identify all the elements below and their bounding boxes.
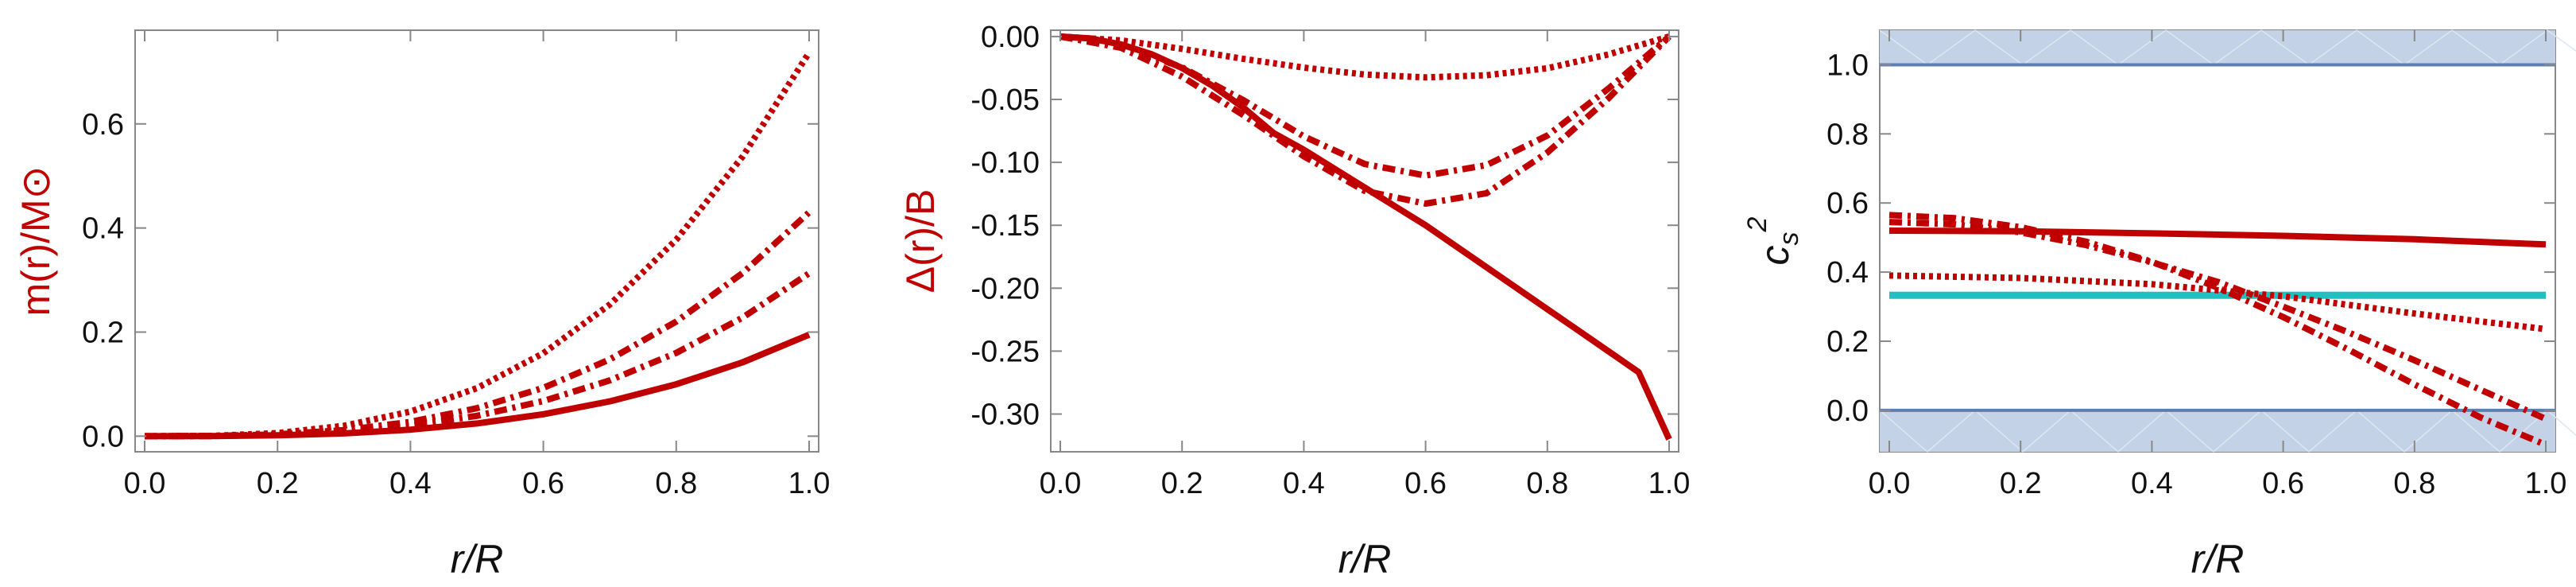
band-hatch [2404,29,2453,66]
band-hatch [2547,410,2576,437]
band-hatch [2499,29,2548,66]
band-hatch [2165,410,2214,453]
band-hatch [2070,410,2119,453]
x-tick-label: 0.0 [124,467,166,500]
band-hatch [2356,410,2405,453]
x-tick-label: 0.0 [1040,467,1082,500]
x-tick-label: 0.8 [1526,467,1568,500]
band-hatch [2356,29,2405,66]
y-tick-label: 0.00 [981,21,1040,54]
band-hatch [1927,29,1976,66]
band-hatch [1974,410,2024,453]
band-hatch [2117,410,2167,453]
x-tick-label: 0.4 [389,467,432,500]
band-hatch [2308,29,2357,66]
svg-text:cs2: cs2 [1742,216,1804,265]
series-line-solid [144,332,811,440]
y-tick-label: -0.10 [970,146,1040,180]
series-group [1059,33,1672,441]
band-hatch [1974,29,2024,66]
shaded-band-0 [1880,410,2555,452]
band-hatch [2260,410,2310,453]
series-group [1880,63,2555,448]
x-tick-label: 0.4 [1283,467,1325,500]
y-axis-label: Δ(r)/B [898,189,943,294]
x-axis-label: r/R [2191,537,2245,581]
x-tick-label: 0.6 [2262,467,2304,500]
x-tick-label: 0.2 [257,467,299,500]
band-hatch [2404,410,2453,453]
x-tick-label: 0.6 [1404,467,1447,500]
panel-sound-speed: 0.0 0.2 0.4 0.6 0.8 1.0 0.0 0.2 0.4 0.6 0.8 1.0 r/R… [1742,29,2576,581]
band-group [1879,29,2576,453]
tick-group: 0.0 0.2 0.4 0.6 0.8 1.0 0.0 0.2 0.4 0.6 [82,30,830,500]
x-tick-label: 0.8 [2393,467,2435,500]
x-tick-label: 0.2 [1161,467,1203,500]
tick-group: 0.0 0.2 0.4 0.6 0.8 1.0 0.00 -0.05 -0.10 -0.15 -0.… [970,21,1690,500]
series-line-dash-dot-2 [1888,219,2547,422]
band-hatch [2117,29,2167,66]
band-hatch [1927,410,1976,453]
plot-frame [1050,29,1679,453]
x-tick-label: 0.6 [522,467,564,500]
y-tick-label: 0.4 [1826,256,1869,290]
series-line-dotted [1059,33,1671,81]
y-tick-label: -0.25 [970,335,1040,368]
y-tick-label: -0.30 [970,398,1040,432]
x-tick-label: 1.0 [788,467,831,500]
band-hatch [2165,29,2214,66]
x-axis-label: r/R [451,537,504,581]
y-tick-label: 0.8 [1826,118,1869,151]
band-hatch [2022,29,2071,66]
band-hatch [2547,29,2576,52]
panel-mass: 0.0 0.2 0.4 0.6 0.8 1.0 0.0 0.2 0.4 0.6 r/R m(r)/… [14,29,830,581]
y-tick-label: 0.0 [82,420,124,453]
series-line-dotted [1888,272,2547,332]
series-line-solid [1059,33,1672,441]
series-line-dash-dot-1 [1888,212,2547,448]
series-line-dash-dot-1 [144,270,812,440]
band-hatch [1879,410,1928,453]
y-tick-label: -0.15 [970,209,1040,243]
shaded-band-1 [1880,30,2555,65]
tick-group: 0.0 0.2 0.4 0.6 0.8 1.0 0.0 0.2 0.4 0.6 0.8 1.0 [1826,30,2566,500]
series-line-dash-dot-2 [1059,33,1671,179]
band-hatch [2451,29,2500,66]
band-hatch [2022,410,2071,453]
y-axis-label: cs2 [1742,216,1804,265]
x-tick-label: 1.0 [2525,467,2567,500]
x-tick-label: 1.0 [1648,467,1691,500]
band-hatch [1879,29,1928,66]
plot-frame [134,29,819,453]
band-hatch [2070,29,2119,66]
series-line-solid [1888,227,2547,248]
y-tick-label: 0.0 [1826,395,1869,428]
panel-delta: 0.0 0.2 0.4 0.6 0.8 1.0 0.00 -0.05 -0.10 -0.15 -0.… [898,21,1690,581]
y-tick-label: -0.05 [970,84,1040,117]
series-group [144,50,812,440]
x-tick-label: 0.4 [2131,467,2173,500]
y-tick-label: -0.20 [970,272,1040,305]
x-tick-label: 0.0 [1869,467,1911,500]
y-axis-label: m(r)/M⊙ [14,165,58,316]
x-tick-label: 0.8 [655,467,697,500]
band-hatch [2213,410,2262,453]
x-tick-label: 0.2 [2000,467,2042,500]
y-tick-label: 0.2 [82,317,124,350]
band-hatch [2308,410,2357,453]
series-line-dash-dot-2 [144,210,812,440]
band-hatch [2213,29,2262,66]
series-line-dash-dot-1 [1059,33,1671,207]
x-axis-label: r/R [1338,537,1392,581]
series-line-dotted [144,50,812,440]
y-tick-label: 1.0 [1826,49,1869,82]
y-tick-label: 0.2 [1826,325,1869,359]
y-tick-label: 0.6 [1826,187,1869,220]
y-tick-label: 0.6 [82,108,124,142]
band-hatch [2260,29,2310,66]
y-tick-label: 0.4 [82,212,124,246]
band-hatch [2451,410,2500,453]
